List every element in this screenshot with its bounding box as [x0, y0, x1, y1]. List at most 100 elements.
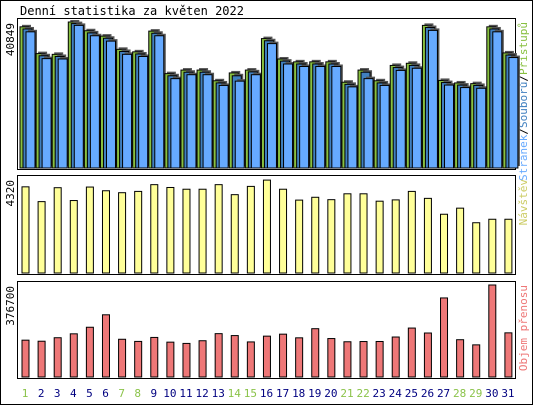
day-label-25: 25 [405, 387, 418, 400]
bar-kbytes-6 [101, 314, 110, 378]
legend-part-kbytes-0: Objem přenosu [517, 285, 530, 371]
day-label-2: 2 [38, 387, 45, 400]
legend-part-visits-0: Návštěv [517, 179, 530, 226]
bar-visits-13 [214, 184, 223, 274]
bar-kbytes-11 [182, 342, 191, 378]
bar-visits-6 [101, 190, 110, 274]
legend-part-hits-2: Souborů [517, 82, 530, 128]
day-label-29: 29 [469, 387, 482, 400]
day-label-5: 5 [86, 387, 93, 400]
bar-kbytes-21 [343, 341, 352, 378]
bar-visits-14 [230, 194, 239, 274]
bar-kbytes-25 [407, 327, 416, 378]
day-label-15: 15 [244, 387, 257, 400]
bar-visits-27 [440, 213, 449, 274]
bar-hits-Stránek-11 [186, 74, 197, 169]
bar-visits-28 [456, 207, 465, 274]
bar-hits-Stránek-25 [411, 67, 422, 169]
bar-kbytes-3 [53, 337, 62, 378]
day-label-1: 1 [22, 387, 29, 400]
bar-hits-Stránek-24 [395, 69, 406, 169]
bar-visits-31 [504, 218, 513, 274]
bar-kbytes-30 [488, 284, 497, 378]
day-label-22: 22 [356, 387, 369, 400]
bar-visits-23 [375, 200, 384, 274]
panel-frame-visits [17, 175, 516, 275]
bar-hits-Stránek-10 [170, 78, 181, 169]
day-label-14: 14 [228, 387, 242, 400]
bar-kbytes-23 [375, 340, 384, 378]
bar-hits-Stránek-3 [57, 58, 68, 169]
bar-kbytes-13 [214, 333, 223, 378]
day-label-23: 23 [373, 387, 386, 400]
day-label-31: 31 [501, 387, 514, 400]
day-label-6: 6 [102, 387, 109, 400]
bar-hits-Stránek-20 [331, 65, 342, 169]
bar-kbytes-19 [311, 328, 320, 378]
bar-kbytes-7 [118, 338, 127, 378]
bar-visits-16 [262, 179, 271, 274]
ymax-label-kbytes: 376700 [4, 286, 17, 326]
bar-hits-Stránek-19 [315, 65, 326, 169]
bar-hits-Stránek-28 [460, 87, 471, 169]
bar-visits-24 [391, 199, 400, 274]
bar-hits-Stránek-7 [122, 53, 133, 169]
bar-hits-Stránek-13 [218, 84, 229, 169]
bar-visits-1 [21, 186, 30, 274]
bar-visits-26 [423, 197, 432, 274]
bar-hits-Stránek-27 [444, 84, 455, 169]
day-label-4: 4 [70, 387, 77, 400]
day-label-19: 19 [308, 387, 321, 400]
legend-visits: Návštěv [517, 179, 530, 226]
day-label-16: 16 [260, 387, 273, 400]
bar-visits-30 [488, 218, 497, 274]
bar-hits-Stránek-6 [105, 40, 116, 169]
day-label-24: 24 [389, 387, 403, 400]
bar-visits-25 [407, 190, 416, 274]
bar-hits-Stránek-31 [508, 57, 519, 169]
day-label-20: 20 [324, 387, 337, 400]
day-label-9: 9 [151, 387, 158, 400]
bar-kbytes-16 [262, 335, 271, 378]
bar-visits-3 [53, 187, 62, 274]
bar-kbytes-14 [230, 335, 239, 378]
bar-visits-8 [134, 190, 143, 274]
day-label-28: 28 [453, 387, 466, 400]
bar-hits-Stránek-9 [154, 35, 165, 169]
bar-kbytes-29 [472, 344, 481, 378]
bar-hits-Stránek-21 [347, 86, 358, 169]
bar-visits-5 [85, 186, 94, 274]
day-label-10: 10 [163, 387, 176, 400]
day-label-8: 8 [134, 387, 141, 400]
bar-visits-4 [69, 200, 78, 274]
ymax-label-hits: 40849 [4, 23, 17, 56]
bar-visits-11 [182, 188, 191, 274]
bar-visits-15 [246, 185, 255, 274]
bar-kbytes-26 [423, 332, 432, 378]
day-label-11: 11 [179, 387, 192, 400]
bar-hits-Stránek-15 [250, 74, 261, 169]
bar-visits-2 [37, 201, 46, 274]
bar-visits-12 [198, 188, 207, 274]
legend-part-hits-0: Stránek [517, 134, 530, 181]
bar-hits-Stránek-2 [41, 58, 52, 169]
bar-kbytes-2 [37, 340, 46, 378]
bar-kbytes-4 [69, 333, 78, 378]
bar-hits-Stránek-16 [266, 43, 277, 169]
bar-kbytes-12 [198, 340, 207, 378]
bar-hits-Stránek-30 [492, 31, 503, 169]
bar-visits-29 [472, 222, 481, 274]
day-label-18: 18 [292, 387, 305, 400]
bar-hits-Stránek-26 [427, 29, 438, 169]
bar-visits-21 [343, 193, 352, 274]
bar-kbytes-31 [504, 332, 513, 378]
day-label-26: 26 [421, 387, 434, 400]
panel-frame-kbytes [17, 281, 516, 379]
bar-visits-9 [150, 184, 159, 274]
day-label-3: 3 [54, 387, 61, 400]
day-label-17: 17 [276, 387, 289, 400]
bar-kbytes-17 [279, 333, 288, 378]
bar-kbytes-22 [359, 341, 368, 378]
bar-visits-7 [118, 192, 127, 274]
